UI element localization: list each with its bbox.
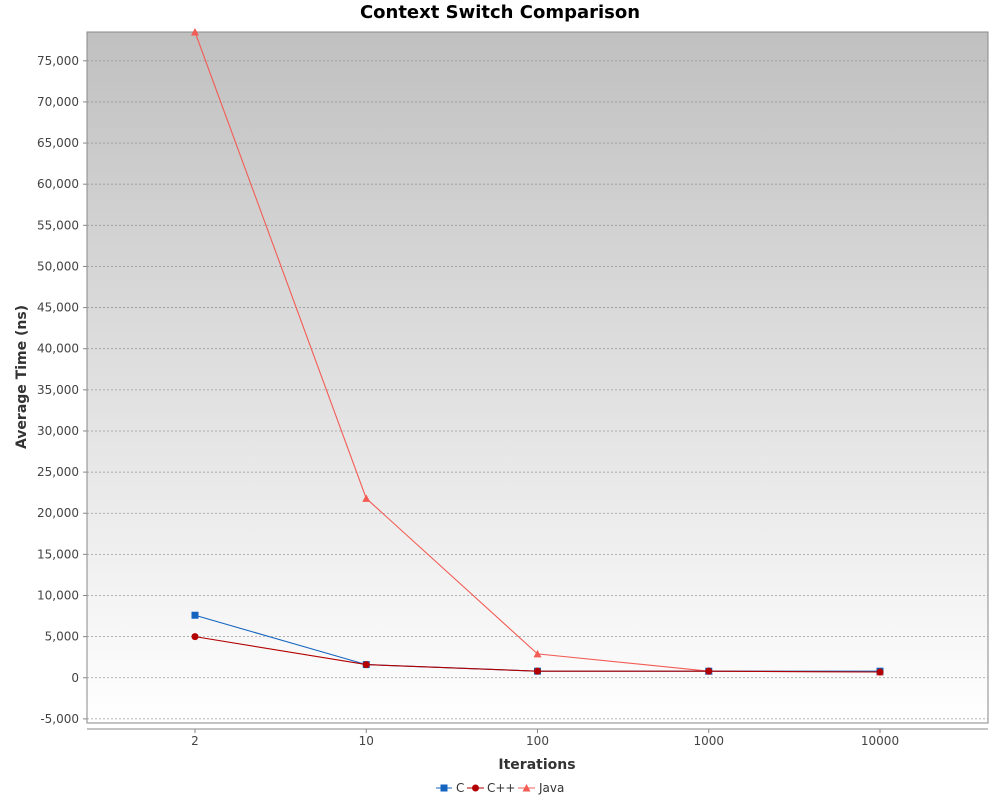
- y-tick-label: 25,000: [37, 465, 79, 479]
- y-tick-label: 75,000: [37, 54, 79, 68]
- chart-title: Context Switch Comparison: [360, 2, 640, 23]
- legend-label: Java: [538, 781, 564, 795]
- y-tick-label: 30,000: [37, 424, 79, 438]
- plot-area: [86, 31, 989, 724]
- y-tick-label: 50,000: [37, 259, 79, 273]
- legend-marker: [472, 784, 479, 792]
- y-tick-label: 45,000: [37, 301, 79, 315]
- data-point-cpp: [534, 667, 541, 675]
- x-tick-label: 10000: [861, 734, 899, 748]
- data-point-java: [191, 28, 199, 36]
- x-tick-label: 100: [526, 734, 549, 748]
- series-group: [191, 28, 884, 676]
- data-point-cpp: [191, 633, 199, 641]
- legend-marker: [522, 784, 531, 792]
- y-tick-label: 40,000: [37, 342, 79, 356]
- data-point-cpp: [876, 668, 884, 676]
- legend-item-c: C: [436, 781, 464, 795]
- y-tick-label: 65,000: [37, 136, 79, 150]
- y-tick-label: 15,000: [37, 547, 79, 561]
- x-axis-label: Iterations: [498, 757, 575, 773]
- legend-item-cpp: C++: [467, 781, 516, 795]
- y-tick-label: 55,000: [37, 218, 79, 232]
- data-point-cpp: [362, 661, 370, 669]
- legend-item-java: Java: [518, 781, 564, 795]
- y-tick-label: 60,000: [37, 177, 79, 191]
- legend-label: C++: [487, 781, 516, 795]
- x-tick-label: 2: [191, 734, 199, 748]
- x-tick-label: 10: [359, 734, 374, 748]
- series-cpp: [191, 633, 884, 676]
- x-axis: 2 10 100 1000 10000: [191, 729, 899, 748]
- data-point-cpp: [705, 667, 713, 675]
- data-point-java: [533, 649, 542, 658]
- data-point-c: [191, 611, 199, 619]
- y-axis-label: Average Time (ns): [14, 305, 30, 449]
- y-tick-label: 10,000: [37, 588, 79, 602]
- y-tick-label: -5,000: [40, 712, 79, 726]
- legend-label: C: [456, 781, 464, 795]
- data-point-java: [362, 494, 371, 502]
- y-tick-label: 70,000: [37, 95, 79, 109]
- y-tick-label: 35,000: [37, 383, 79, 397]
- y-axis: -5,000 0 5,000 10,000 15,000 20,000 25,000 30,0…: [37, 54, 87, 726]
- y-tick-label: 20,000: [37, 506, 79, 520]
- legend: C C++ Java: [436, 781, 564, 795]
- y-tick-label: 5,000: [45, 630, 79, 644]
- legend-marker: [440, 784, 448, 792]
- y-tick-label: 0: [71, 671, 79, 685]
- x-tick-label: 1000: [693, 734, 724, 748]
